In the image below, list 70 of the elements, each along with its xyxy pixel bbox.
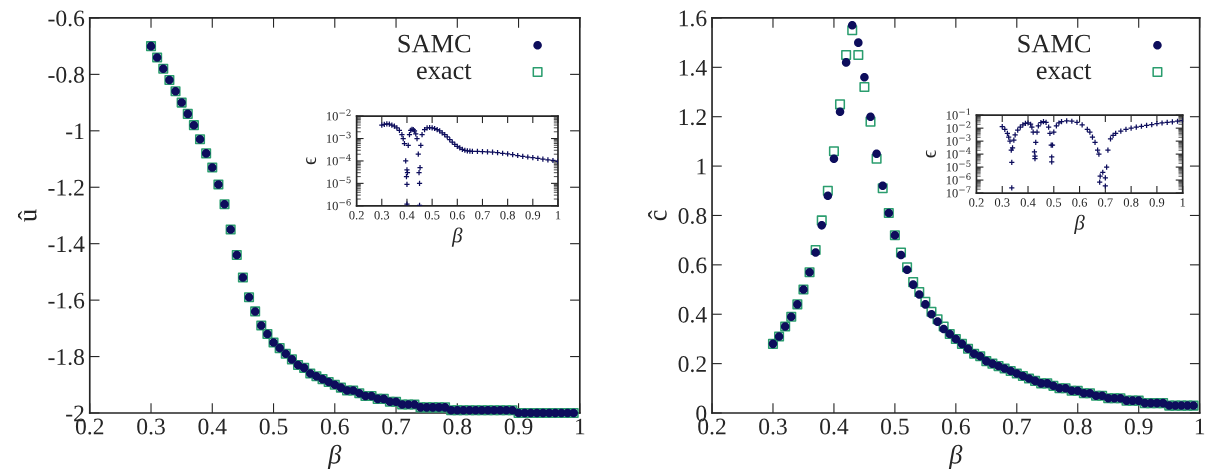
x-tick-label: 0.3 (759, 418, 787, 435)
y-tick-label: 10$^{−3}$ (326, 131, 351, 143)
y-tick-label: -1.6 (48, 292, 85, 309)
x-tick-label: 0.6 (1072, 198, 1088, 207)
y-tick-label: -1.2 (48, 179, 84, 196)
x-tick-label: 0.7 (1098, 198, 1113, 207)
x-axis-title: β (327, 444, 342, 470)
y-tick-label: 10$^{−6}$ (326, 199, 351, 211)
y-tick-label: 1.6 (679, 10, 707, 27)
y-tick-label: 1.4 (679, 59, 707, 76)
x-tick-label: 0.2 (349, 211, 364, 220)
y-tick-label: 10$^{−2}$ (946, 121, 971, 133)
y-tick-label: 10$^{−1}$ (946, 108, 970, 120)
x-tick-label: 0.8 (1063, 418, 1092, 435)
x-tick-label: 1 (1195, 418, 1205, 435)
y-axis-title: ϵ (925, 150, 936, 158)
x-tick-label: 0.3 (374, 211, 390, 220)
x-tick-label: 0.6 (449, 211, 465, 220)
y-tick-label: 10$^{−2}$ (326, 109, 351, 121)
legend-label: SAMC (1018, 34, 1091, 53)
x-tick-label: 0.5 (881, 418, 909, 435)
x-axis-title: β (948, 444, 963, 470)
y-tick-label: -0.6 (48, 10, 85, 27)
y-tick-label: 0.2 (678, 356, 706, 373)
x-tick-label: 0.2 (969, 198, 984, 207)
legend-label: exact (1036, 64, 1092, 80)
x-tick-label: 0.4 (399, 211, 415, 220)
x-tick-label: 0.3 (994, 198, 1010, 207)
y-tick-label: 10$^{−4}$ (946, 147, 971, 159)
y-tick-label: 10$^{−5}$ (326, 176, 351, 188)
legend-label: SAMC (398, 34, 471, 53)
y-tick-label: 10$^{−3}$ (946, 134, 971, 146)
legend-label: exact (416, 64, 472, 80)
y-tick-label: -0.8 (48, 66, 84, 83)
y-tick-label: 1 (697, 158, 706, 175)
x-tick-label: 0.9 (1124, 418, 1153, 435)
y-tick-label: 10$^{−7}$ (946, 186, 971, 198)
x-tick-label: 0.9 (504, 418, 533, 435)
x-tick-label: 1 (555, 211, 561, 220)
x-tick-label: 0.4 (820, 418, 849, 435)
x-tick-label: 0.7 (1002, 418, 1031, 435)
x-tick-label: 0.5 (259, 418, 288, 435)
x-tick-label: 0.8 (500, 211, 515, 220)
x-tick-label: 0.5 (424, 211, 440, 220)
x-tick-label: 0.9 (1149, 198, 1165, 207)
x-tick-label: 0.4 (1020, 198, 1036, 207)
y-tick-label: 10$^{−5}$ (946, 160, 971, 172)
y-tick-label: 10$^{−6}$ (946, 173, 971, 185)
x-tick-label: 0.9 (525, 211, 541, 220)
x-tick-label: 0.4 (198, 418, 227, 435)
x-tick-label: 0.3 (137, 418, 165, 435)
y-axis-title: ϵ (306, 157, 317, 165)
x-tick-label: 0.7 (475, 211, 490, 220)
y-tick-label: -1.8 (48, 349, 84, 366)
x-axis-title: β (451, 227, 463, 247)
x-tick-label: 0.7 (382, 418, 411, 435)
y-axis-title: ĉ (648, 210, 667, 221)
x-tick-label: 0.8 (443, 418, 472, 435)
y-tick-label: -1 (66, 123, 84, 139)
x-axis-title: β (1074, 214, 1085, 234)
x-tick-label: 1 (1180, 198, 1186, 207)
x-tick-label: 1 (575, 418, 585, 435)
y-tick-label: 10$^{−4}$ (326, 154, 351, 166)
x-tick-label: 0.5 (1046, 198, 1062, 207)
x-tick-label: 0.8 (1123, 198, 1139, 207)
y-axis-title: û (17, 209, 37, 222)
y-tick-label: 1.2 (679, 109, 706, 126)
y-tick-label: 0.6 (678, 257, 707, 274)
y-tick-label: -1.4 (48, 236, 85, 253)
y-tick-label: 0.4 (678, 306, 707, 323)
